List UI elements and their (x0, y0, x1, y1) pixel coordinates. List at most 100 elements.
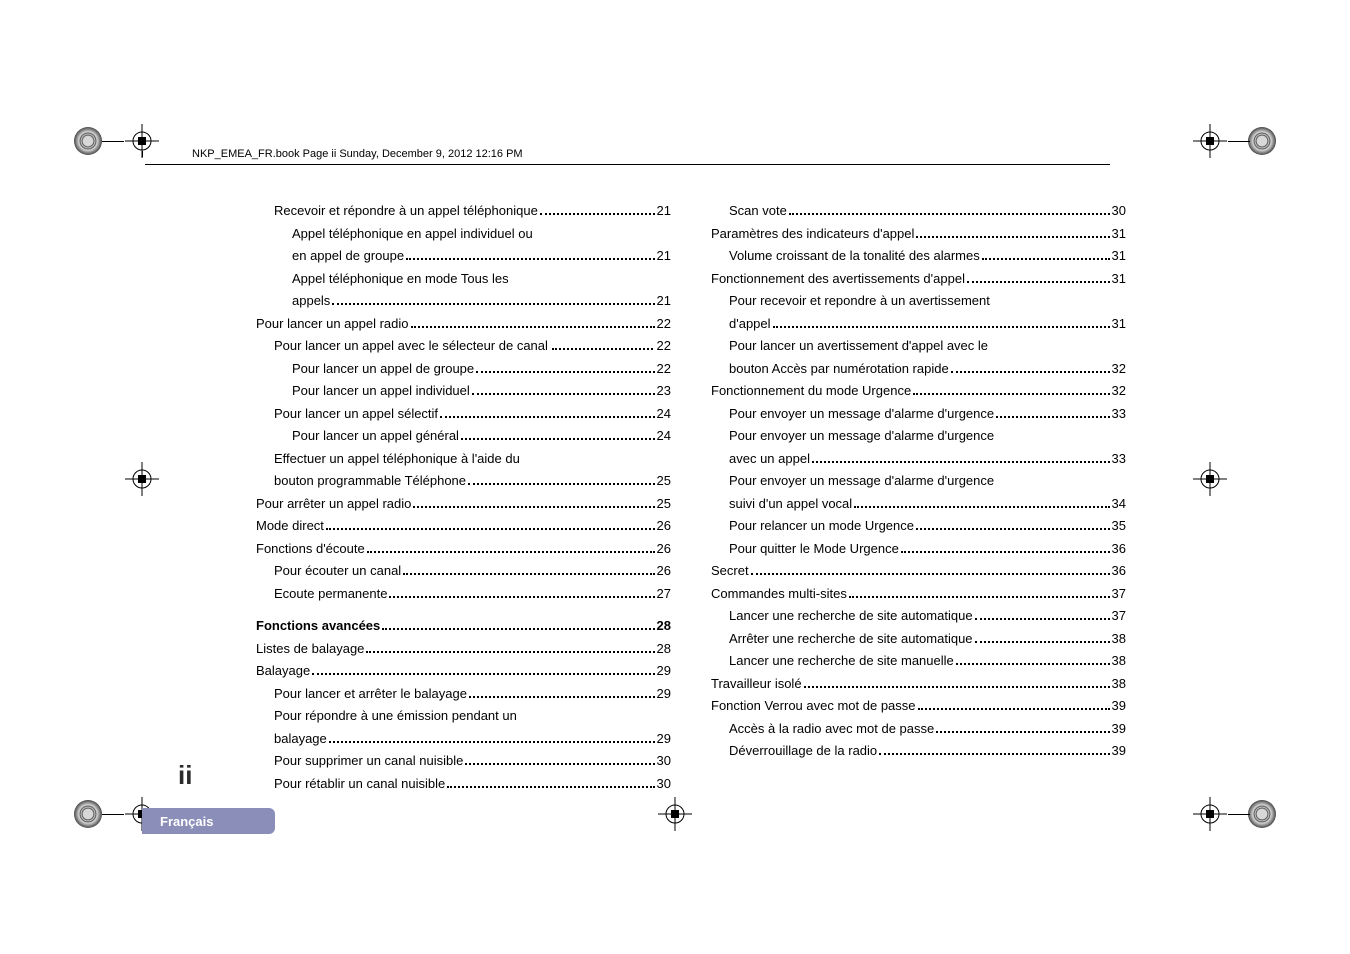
toc-leader-dots (469, 696, 655, 698)
toc-line: Déverrouillage de la radio39 (711, 740, 1126, 763)
toc-page-number: 32 (1112, 380, 1126, 403)
toc-entry-text: Pour supprimer un canal nuisible (274, 750, 463, 773)
cut-line (102, 141, 124, 142)
toc-line: Accès à la radio avec mot de passe 39 (711, 718, 1126, 741)
toc-leader-dots (552, 348, 653, 350)
toc-leader-dots (468, 483, 655, 485)
toc-entry-text: balayage (274, 728, 327, 751)
cut-line (142, 151, 143, 157)
toc-leader-dots (789, 213, 1110, 215)
toc-entry-text: Fonctions d'écoute (256, 538, 365, 561)
toc-page-number: 25 (657, 493, 671, 516)
toc-line: Pour envoyer un message d'alarme d'urgen… (711, 470, 1126, 493)
toc-line: Pour lancer un appel sélectif 24 (256, 403, 671, 426)
toc-line: Volume croissant de la tonalité des alar… (711, 245, 1126, 268)
toc-entry-text: Pour lancer un appel individuel (292, 380, 470, 403)
toc-line: Pour répondre à une émission pendant un (256, 705, 671, 728)
toc-line: Pour envoyer un message d'alarme d'urgen… (711, 425, 1126, 448)
toc-entry-text: Appel téléphonique en mode Tous les (292, 268, 509, 291)
toc-page-number: 22 (657, 313, 671, 336)
toc-page-number: 26 (657, 560, 671, 583)
toc-entry-text: Listes de balayage (256, 638, 364, 661)
toc-leader-dots (540, 213, 655, 215)
toc-line: Commandes multi-sites 37 (711, 583, 1126, 606)
toc-entry-text: Ecoute permanente (274, 583, 387, 606)
toc-leader-dots (975, 641, 1110, 643)
toc-leader-dots (461, 438, 655, 440)
toc-entry-text: Pour envoyer un message d'alarme d'urgen… (729, 425, 994, 448)
toc-line: Mode direct26 (256, 515, 671, 538)
cut-line (1228, 814, 1250, 815)
toc-page-number: 23 (657, 380, 671, 403)
toc-page-number: 33 (1112, 403, 1126, 426)
toc-line: en appel de groupe21 (256, 245, 671, 268)
toc-entry-text: bouton Accès par numérotation rapide (729, 358, 949, 381)
toc-page-number: 30 (657, 750, 671, 773)
toc-page-number: 30 (1112, 200, 1126, 223)
toc-entry-text: Commandes multi-sites (711, 583, 847, 606)
toc-page-number: 28 (657, 638, 671, 661)
toc-leader-dots (366, 651, 654, 653)
toc-entry-text: Scan vote (729, 200, 787, 223)
toc-leader-dots (967, 281, 1110, 283)
toc-leader-dots (901, 551, 1110, 553)
toc-line: appels 21 (256, 290, 671, 313)
toc-entry-text: Pour répondre à une émission pendant un (274, 705, 517, 728)
registration-mark-br (1248, 800, 1276, 828)
toc-leader-dots (476, 371, 654, 373)
toc-page-number: 31 (1112, 313, 1126, 336)
toc-entry-text: Fonction Verrou avec mot de passe (711, 695, 916, 718)
toc-line: Pour quitter le Mode Urgence36 (711, 538, 1126, 561)
toc-page-number: 31 (1112, 245, 1126, 268)
toc-page-number: 37 (1112, 583, 1126, 606)
toc-page-number: 38 (1112, 673, 1126, 696)
toc-entry-text: appels (292, 290, 330, 313)
toc-page-number: 37 (1112, 605, 1126, 628)
toc-line: Pour lancer et arrêter le balayage29 (256, 683, 671, 706)
toc-leader-dots (326, 528, 655, 530)
toc-line: Fonction Verrou avec mot de passe39 (711, 695, 1126, 718)
toc-page-number: 36 (1112, 560, 1126, 583)
toc-leader-dots (975, 618, 1110, 620)
toc-entry-text: Pour lancer un appel avec le sélecteur d… (274, 335, 548, 358)
toc-entry-text: Pour envoyer un message d'alarme d'urgen… (729, 470, 994, 493)
toc-leader-dots (854, 506, 1109, 508)
toc-line: Travailleur isolé38 (711, 673, 1126, 696)
toc-line: Secret36 (711, 560, 1126, 583)
toc-page-number: 22 (657, 335, 671, 358)
toc-page-number: 33 (1112, 448, 1126, 471)
toc-line: Lancer une recherche de site manuelle38 (711, 650, 1126, 673)
toc-page-number: 39 (1112, 718, 1126, 741)
toc-entry-text: suivi d'un appel vocal (729, 493, 852, 516)
toc-page-number: 31 (1112, 268, 1126, 291)
toc-line: Pour recevoir et repondre à un avertisse… (711, 290, 1126, 313)
toc-leader-dots (413, 506, 654, 508)
toc-page-number: 29 (657, 728, 671, 751)
toc-page-number: 24 (657, 403, 671, 426)
toc-leader-dots (773, 326, 1110, 328)
toc-entry-text: Pour lancer un appel général (292, 425, 459, 448)
toc-entry-text: Lancer une recherche de site manuelle (729, 650, 954, 673)
toc-page-number: 21 (657, 290, 671, 313)
toc-leader-dots (312, 673, 654, 675)
toc-leader-dots (913, 393, 1109, 395)
toc-line: bouton Accès par numérotation rapide 32 (711, 358, 1126, 381)
toc-line: Pour arrêter un appel radio 25 (256, 493, 671, 516)
registration-mark-bl (74, 800, 102, 828)
toc-entry-text: Pour lancer un appel sélectif (274, 403, 438, 426)
toc-line: Appel téléphonique en appel individuel o… (256, 223, 671, 246)
language-tab: Français (142, 808, 275, 834)
toc-page-number: 21 (657, 200, 671, 223)
toc-leader-dots (804, 686, 1110, 688)
toc-entry-text: Pour arrêter un appel radio (256, 493, 411, 516)
toc-page-number: 21 (657, 245, 671, 268)
toc-entry-text: Pour quitter le Mode Urgence (729, 538, 899, 561)
toc-page-number: 22 (657, 358, 671, 381)
toc-page-number: 32 (1112, 358, 1126, 381)
toc-entry-text: Fonctionnement des avertissements d'appe… (711, 268, 965, 291)
toc-entry-text: Effectuer un appel téléphonique à l'aide… (274, 448, 520, 471)
toc-line: Recevoir et répondre à un appel téléphon… (256, 200, 671, 223)
toc-entry-text: Accès à la radio avec mot de passe (729, 718, 934, 741)
toc-line: bouton programmable Téléphone25 (256, 470, 671, 493)
toc-leader-dots (440, 416, 654, 418)
